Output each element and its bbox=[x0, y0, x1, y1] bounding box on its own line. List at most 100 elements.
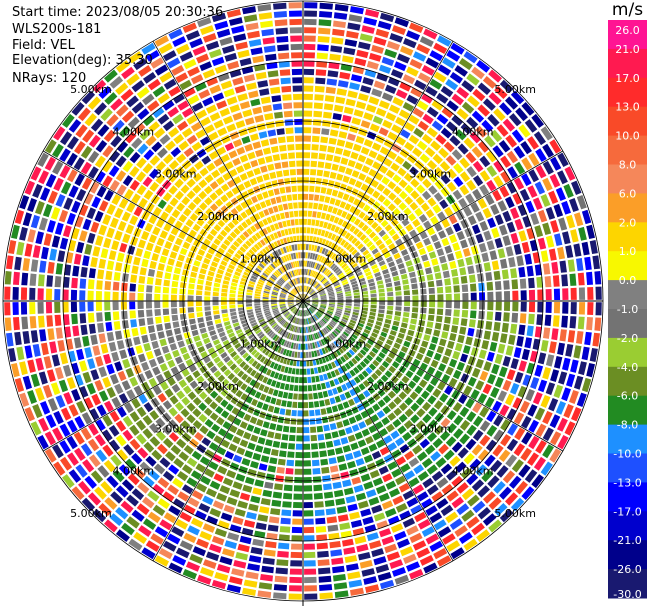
velocity-gate bbox=[349, 125, 359, 134]
velocity-gate bbox=[431, 336, 439, 344]
velocity-gate bbox=[262, 37, 275, 45]
velocity-gate bbox=[348, 322, 356, 327]
velocity-gate bbox=[19, 195, 30, 210]
velocity-gate bbox=[324, 364, 330, 372]
velocity-gate bbox=[163, 223, 172, 232]
velocity-gate bbox=[371, 450, 382, 460]
velocity-gate bbox=[434, 272, 442, 280]
velocity-gate bbox=[360, 410, 369, 419]
velocity-gate bbox=[152, 226, 161, 236]
velocity-gate bbox=[540, 395, 551, 408]
velocity-gate bbox=[232, 339, 239, 346]
velocity-gate bbox=[428, 308, 435, 315]
velocity-gate bbox=[410, 190, 420, 200]
velocity-gate bbox=[587, 287, 594, 300]
velocity-gate bbox=[143, 441, 155, 453]
velocity-gate bbox=[281, 434, 289, 441]
velocity-gate bbox=[300, 302, 303, 308]
velocity-gate bbox=[175, 72, 189, 83]
velocity-gate bbox=[415, 263, 423, 270]
velocity-gate bbox=[216, 28, 231, 38]
velocity-gate bbox=[287, 302, 294, 305]
velocity-gate bbox=[328, 334, 334, 341]
velocity-gate bbox=[223, 355, 231, 363]
velocity-gate bbox=[91, 393, 101, 406]
velocity-gate bbox=[437, 381, 446, 391]
velocity-gate bbox=[295, 152, 303, 159]
velocity-gate bbox=[369, 540, 382, 550]
velocity-gate bbox=[182, 269, 189, 276]
velocity-gate bbox=[339, 322, 346, 328]
velocity-gate bbox=[417, 269, 424, 276]
velocity-gate bbox=[343, 106, 354, 115]
velocity-gate bbox=[313, 271, 318, 278]
velocity-gate bbox=[491, 260, 500, 271]
velocity-gate bbox=[149, 260, 157, 269]
velocity-gate bbox=[361, 287, 368, 292]
velocity-gate bbox=[192, 420, 203, 430]
velocity-gate bbox=[382, 384, 391, 393]
velocity-gate bbox=[281, 309, 288, 313]
velocity-gate bbox=[275, 27, 288, 35]
velocity-gate bbox=[520, 301, 527, 312]
velocity-gate bbox=[379, 297, 386, 301]
velocity-gate bbox=[60, 407, 72, 421]
velocity-gate bbox=[276, 355, 282, 362]
velocity-gate bbox=[255, 267, 262, 273]
velocity-gate bbox=[483, 330, 491, 340]
velocity-gate bbox=[122, 415, 133, 427]
velocity-gate bbox=[294, 334, 298, 341]
velocity-gate bbox=[299, 277, 302, 284]
velocity-gate bbox=[315, 313, 321, 318]
velocity-gate bbox=[226, 9, 241, 18]
velocity-gate bbox=[286, 358, 291, 365]
velocity-gate bbox=[303, 301, 308, 307]
velocity-gate bbox=[191, 102, 204, 112]
velocity-gate bbox=[282, 275, 288, 281]
velocity-gate bbox=[372, 161, 381, 170]
velocity-gate bbox=[301, 260, 303, 267]
velocity-gate bbox=[361, 264, 369, 270]
velocity-gate bbox=[282, 348, 287, 356]
azimuth-line bbox=[152, 300, 304, 562]
velocity-gate bbox=[337, 218, 344, 226]
ring-label: 1.00km bbox=[240, 253, 282, 266]
velocity-gate bbox=[168, 432, 179, 442]
velocity-gate bbox=[273, 406, 280, 414]
velocity-gate bbox=[206, 361, 215, 369]
velocity-gate bbox=[229, 168, 238, 177]
velocity-gate bbox=[466, 473, 479, 486]
velocity-gate bbox=[363, 17, 378, 26]
velocity-gate bbox=[231, 278, 239, 284]
velocity-gate bbox=[220, 153, 230, 163]
velocity-gate bbox=[366, 131, 377, 140]
velocity-gate bbox=[268, 516, 280, 524]
velocity-gate bbox=[333, 20, 346, 28]
velocity-gate bbox=[16, 346, 25, 361]
velocity-gate bbox=[12, 302, 19, 315]
velocity-gate bbox=[174, 220, 183, 230]
velocity-gate bbox=[332, 481, 342, 489]
velocity-gate bbox=[345, 291, 352, 295]
velocity-gate bbox=[279, 450, 287, 458]
velocity-gate bbox=[352, 311, 359, 316]
velocity-gate bbox=[247, 30, 260, 39]
velocity-gate bbox=[516, 255, 524, 267]
velocity-gate bbox=[292, 77, 303, 84]
velocity-gate bbox=[441, 237, 450, 247]
velocity-gate bbox=[279, 238, 285, 246]
velocity-gate bbox=[154, 301, 161, 309]
velocity-gate bbox=[304, 268, 307, 275]
velocity-gate bbox=[482, 76, 497, 89]
velocity-gate bbox=[237, 410, 246, 419]
velocity-gate bbox=[553, 384, 564, 399]
velocity-gate bbox=[183, 532, 197, 544]
velocity-gate bbox=[367, 256, 374, 263]
velocity-gate bbox=[325, 381, 331, 389]
velocity-gate bbox=[408, 114, 420, 125]
velocity-gate bbox=[505, 246, 514, 257]
velocity-gate bbox=[456, 230, 465, 241]
velocity-gate bbox=[195, 340, 203, 348]
velocity-gate bbox=[70, 301, 78, 313]
velocity-gate bbox=[169, 343, 178, 351]
